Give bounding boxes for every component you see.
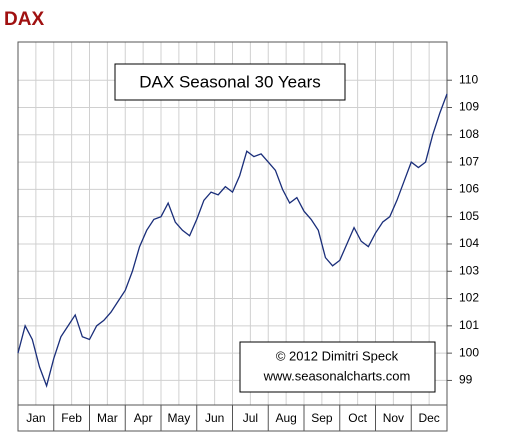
y-tick-label: 104 <box>459 236 479 250</box>
credit-url: www.seasonalcharts.com <box>263 368 411 383</box>
y-tick-label: 106 <box>459 182 479 196</box>
y-tick-label: 109 <box>459 100 479 114</box>
y-tick-label: 110 <box>459 72 478 86</box>
x-tick-label: Apr <box>134 411 153 425</box>
x-tick-label: Aug <box>275 411 296 425</box>
x-tick-label: Dec <box>418 411 439 425</box>
credit-box <box>239 341 436 393</box>
y-tick-label: 101 <box>459 318 479 332</box>
y-tick-label: 102 <box>459 291 479 305</box>
y-tick-label: 108 <box>459 127 479 141</box>
y-tick-label: 107 <box>459 154 479 168</box>
x-tick-label: Sep <box>311 411 333 425</box>
x-tick-label: Nov <box>383 411 404 425</box>
chart-title: DAX Seasonal 30 Years <box>139 72 320 91</box>
y-tick-label: 99 <box>459 373 473 387</box>
x-tick-label: Oct <box>348 411 367 425</box>
x-tick-label: Jul <box>243 411 258 425</box>
y-tick-label: 103 <box>459 263 479 277</box>
title-box <box>114 63 346 101</box>
y-tick-label: 105 <box>459 209 479 223</box>
y-tick-label: 100 <box>459 345 479 359</box>
x-tick-label: May <box>168 411 191 425</box>
heading: DAX <box>4 9 44 30</box>
x-tick-label: Feb <box>61 411 82 425</box>
series-line <box>17 93 448 389</box>
x-tick-label: Jun <box>205 411 224 425</box>
x-tick-label: Jan <box>26 411 45 425</box>
credit: © 2012 Dimitri Speck <box>276 348 399 363</box>
x-tick-label: Mar <box>97 411 118 425</box>
